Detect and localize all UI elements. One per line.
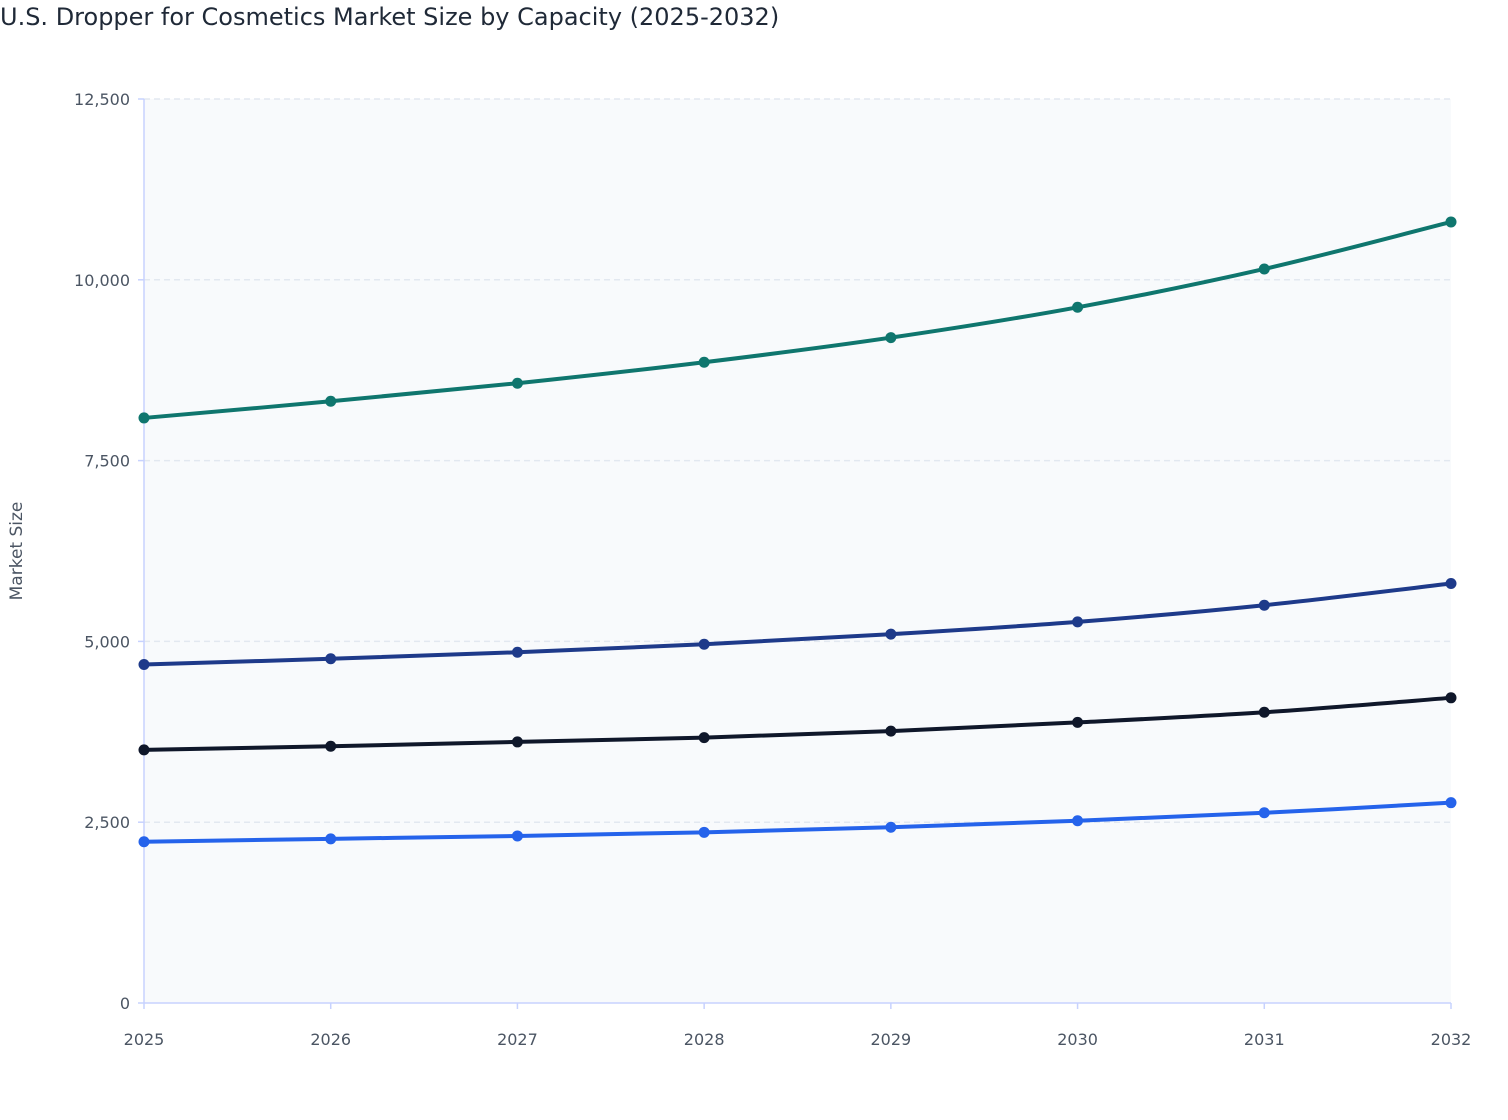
data-point — [885, 725, 897, 737]
data-point — [511, 830, 523, 842]
x-tick-label: 2026 — [310, 1030, 351, 1049]
y-axis-label: Market Size — [7, 502, 27, 601]
data-point — [1258, 706, 1270, 718]
data-point — [885, 332, 897, 344]
data-point — [698, 826, 710, 838]
data-point — [1258, 599, 1270, 611]
x-tick-label: 2031 — [1244, 1030, 1285, 1049]
data-point — [1445, 797, 1457, 809]
x-tick-label: 2028 — [684, 1030, 725, 1049]
plot-background — [144, 99, 1451, 1003]
data-point — [1445, 578, 1457, 590]
series-line-0 — [142, 219, 1453, 420]
data-point — [138, 659, 150, 671]
x-tick-label: 2025 — [124, 1030, 165, 1049]
data-point — [1072, 815, 1084, 827]
data-point — [1258, 807, 1270, 819]
series-line-3 — [142, 800, 1453, 844]
data-point — [511, 377, 523, 389]
data-point — [511, 646, 523, 658]
data-point — [1445, 692, 1457, 704]
series-line-2 — [142, 695, 1453, 752]
data-point — [698, 732, 710, 744]
y-tick-label: 10,000 — [74, 271, 130, 290]
y-tick-label: 2,500 — [84, 813, 130, 832]
data-point — [1445, 216, 1457, 228]
data-point — [325, 740, 337, 752]
y-tick-label: 7,500 — [84, 452, 130, 471]
data-point — [138, 412, 150, 424]
x-tick-label: 2029 — [870, 1030, 911, 1049]
series-line-1 — [142, 581, 1453, 667]
data-point — [1072, 616, 1084, 628]
chart-title: U.S. Dropper for Cosmetics Market Size b… — [0, 3, 780, 31]
data-point — [1258, 263, 1270, 275]
x-tick-label: 2027 — [497, 1030, 538, 1049]
y-tick-label: 12,500 — [74, 90, 130, 109]
x-tick-label: 2032 — [1431, 1030, 1472, 1049]
data-point — [325, 395, 337, 407]
data-point — [885, 821, 897, 833]
data-point — [885, 628, 897, 640]
y-tick-label: 5,000 — [84, 632, 130, 651]
data-point — [325, 833, 337, 845]
data-point — [325, 653, 337, 665]
data-point — [138, 744, 150, 756]
data-point — [1072, 716, 1084, 728]
data-point — [511, 736, 523, 748]
data-point — [698, 638, 710, 650]
y-tick-label: 0 — [120, 994, 130, 1013]
data-point — [138, 836, 150, 848]
data-point — [1072, 301, 1084, 313]
data-point — [698, 356, 710, 368]
x-tick-label: 2030 — [1057, 1030, 1098, 1049]
